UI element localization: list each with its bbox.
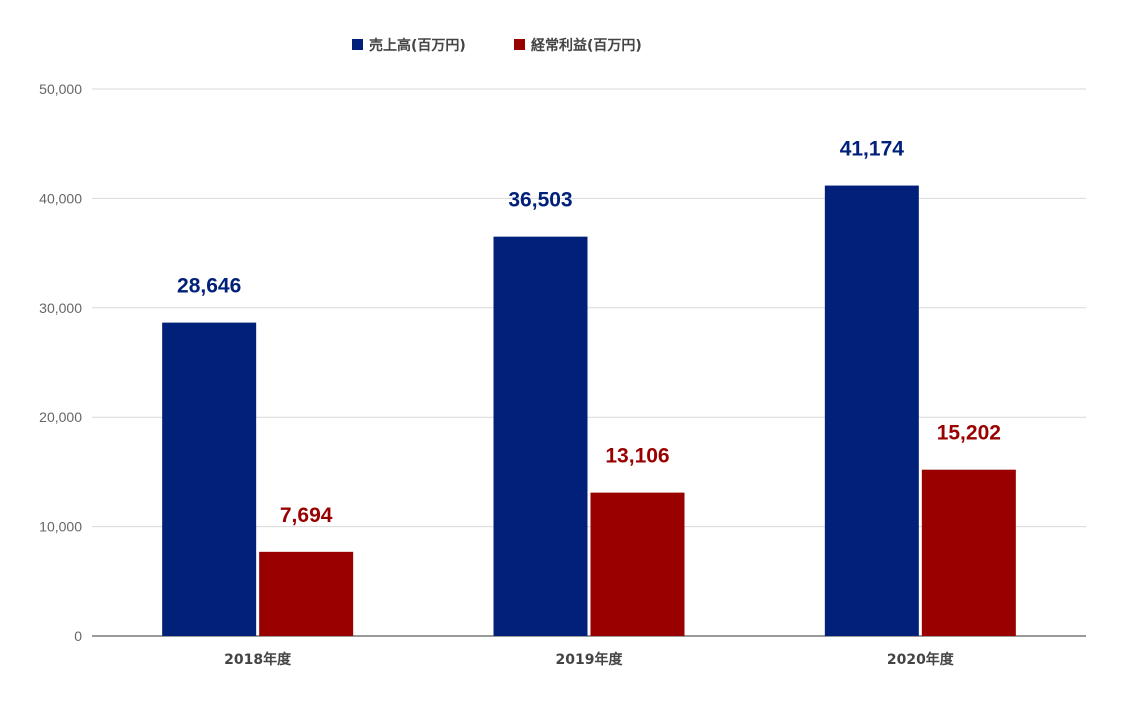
x-tick-label: 2020年度 — [887, 651, 955, 668]
bar — [590, 492, 685, 636]
bars — [162, 185, 1016, 637]
legend: 売上高(百万円) 経常利益(百万円) — [352, 37, 642, 54]
legend-label: 売上高(百万円) — [369, 37, 466, 54]
x-axis-ticks: 2018年度 2019年度 2020年度 — [224, 651, 955, 668]
data-label: 41,174 — [840, 138, 905, 161]
bar — [259, 551, 354, 636]
legend-item: 経常利益(百万円) — [514, 37, 642, 54]
data-label: 28,646 — [177, 275, 241, 298]
legend-swatch — [352, 39, 363, 50]
y-tick-label: 20,000 — [39, 409, 82, 425]
bar — [162, 322, 257, 636]
y-tick-label: 10,000 — [39, 519, 82, 535]
y-tick-label: 50,000 — [39, 81, 82, 97]
legend-item: 売上高(百万円) — [352, 37, 466, 54]
y-axis-ticks: 0 10,000 20,000 30,000 40,000 50,000 — [39, 81, 82, 644]
y-tick-label: 0 — [74, 628, 82, 644]
data-label: 13,106 — [605, 445, 669, 468]
x-tick-label: 2018年度 — [224, 651, 292, 668]
gridlines — [92, 88, 1086, 637]
bar — [493, 236, 588, 637]
y-tick-label: 30,000 — [39, 300, 82, 316]
legend-label: 経常利益(百万円) — [531, 37, 642, 54]
x-tick-label: 2019年度 — [556, 651, 624, 668]
bar — [921, 469, 1016, 636]
data-label: 36,503 — [508, 189, 572, 212]
bar — [824, 185, 919, 636]
y-tick-label: 40,000 — [39, 190, 82, 206]
legend-swatch — [514, 39, 525, 50]
data-label: 7,694 — [280, 504, 333, 527]
data-label: 15,202 — [937, 422, 1001, 445]
data-labels: 28,646 7,694 36,503 13,106 41,174 15,202 — [177, 138, 1001, 527]
